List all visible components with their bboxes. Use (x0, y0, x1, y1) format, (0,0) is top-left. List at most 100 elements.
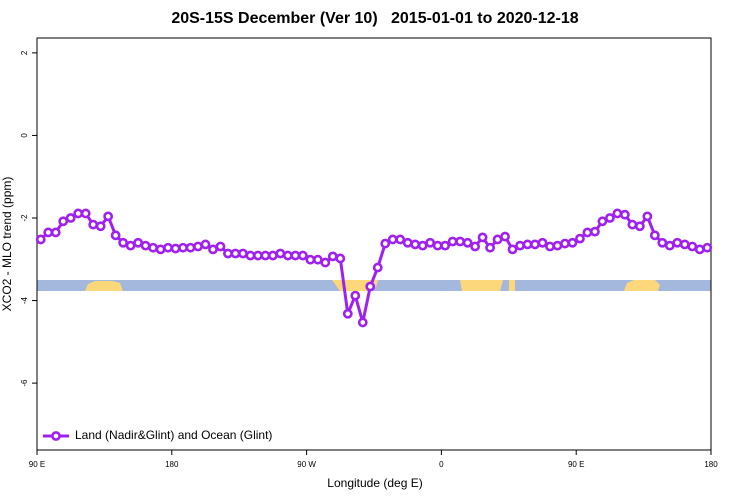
data-point (447, 236, 458, 247)
data-point (575, 233, 585, 244)
data-point (297, 250, 308, 261)
data-point (312, 254, 323, 265)
data-point (605, 213, 615, 223)
land-band (85, 281, 123, 291)
data-point (80, 208, 91, 219)
data-point (417, 240, 428, 251)
data-point (148, 242, 158, 253)
data-point (597, 216, 608, 227)
legend-marker (51, 431, 61, 441)
y-tick-label: -2 (20, 214, 29, 222)
data-point (110, 230, 121, 241)
legend-label: Land (Nadir&Glint) and Ocean (Glint) (75, 428, 272, 442)
data-point (208, 244, 218, 255)
data-point (649, 230, 660, 241)
data-point (95, 221, 106, 232)
data-point (687, 241, 698, 252)
data-point (545, 241, 555, 252)
data-point (537, 237, 548, 248)
data-point (73, 208, 84, 219)
data-point (282, 250, 293, 261)
data-point (425, 237, 436, 248)
data-point (335, 253, 346, 264)
data-point (530, 239, 540, 250)
data-point (642, 211, 653, 222)
data-point (125, 240, 136, 251)
land-band (460, 280, 503, 291)
data-point (305, 254, 316, 265)
data-point (612, 208, 623, 219)
data-point (342, 308, 353, 319)
data-point (200, 239, 211, 250)
data-point (470, 241, 480, 252)
data-point (58, 216, 69, 227)
y-tick-label: -4 (20, 296, 29, 304)
land-band (509, 280, 515, 291)
data-point (290, 250, 301, 261)
data-point (567, 237, 578, 248)
land-band (624, 280, 660, 291)
data-point (372, 262, 383, 273)
data-point (552, 240, 563, 251)
data-point (65, 213, 76, 223)
data-point (702, 242, 713, 253)
data-point (500, 231, 510, 242)
data-point (245, 250, 256, 261)
data-point (133, 237, 143, 248)
data-point (320, 257, 331, 268)
data-point (230, 248, 241, 259)
y-tick-label: -6 (20, 379, 29, 387)
data-point (657, 237, 668, 248)
data-point (260, 250, 271, 261)
data-point (560, 238, 570, 249)
data-point (43, 227, 54, 238)
data-point (477, 232, 488, 243)
plot-frame (36, 37, 712, 451)
data-point (402, 237, 413, 248)
data-point (387, 234, 398, 245)
data-point (619, 209, 630, 220)
data-point (679, 239, 690, 250)
data-point (88, 219, 99, 230)
data-point (380, 238, 391, 249)
x-tick-label: 90 W (297, 460, 316, 469)
data-point (238, 248, 248, 259)
x-axis-label: Longitude (deg E) (327, 476, 422, 490)
data-point (215, 241, 226, 252)
data-point (193, 241, 203, 252)
data-point (50, 227, 61, 238)
data-point (590, 226, 600, 237)
x-tick-label: 180 (704, 460, 718, 469)
data-point (672, 237, 683, 248)
data-point (357, 317, 368, 328)
x-tick-label: 0 (439, 460, 444, 469)
data-point (223, 248, 233, 259)
data-point (350, 290, 361, 301)
data-point (410, 239, 421, 250)
data-point (275, 248, 286, 259)
data-point (627, 219, 638, 230)
data-point (253, 250, 263, 261)
x-tick-label: 90 E (29, 460, 45, 469)
data-point (582, 227, 593, 238)
data-point (432, 240, 443, 251)
data-point (155, 244, 166, 255)
data-point (507, 244, 518, 255)
data-point (522, 239, 533, 250)
data-point (267, 250, 278, 261)
x-tick-label: 180 (165, 460, 179, 469)
data-point (455, 236, 466, 247)
y-tick-label: 0 (20, 133, 29, 138)
data-point (462, 237, 473, 248)
data-point (170, 243, 181, 254)
data-point (327, 251, 338, 262)
data-point (492, 234, 503, 245)
data-point (163, 242, 173, 253)
data-point (178, 242, 188, 253)
y-axis-label: XCO2 - MLO trend (ppm) (0, 177, 14, 312)
x-tick-label: 90 E (568, 460, 584, 469)
data-point (694, 244, 705, 255)
data-point (103, 211, 114, 222)
